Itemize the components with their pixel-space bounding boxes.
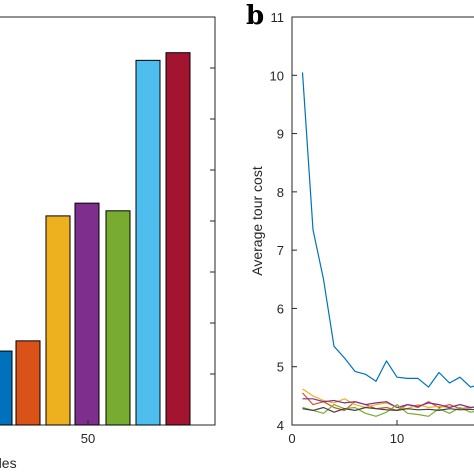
line-y-tick-label: 11 bbox=[271, 10, 285, 25]
bar bbox=[74, 202, 100, 426]
bar bbox=[135, 59, 161, 426]
bar bbox=[165, 52, 191, 426]
bar-x-axis-label: des bbox=[0, 455, 17, 471]
line-chart-panel: 4 5 6 7 8 9 10 11 0 10 Average tour cost b bbox=[246, 1, 474, 446]
line-y-tick-label: 8 bbox=[277, 185, 284, 200]
series-line bbox=[301, 72, 474, 388]
bar bbox=[105, 210, 131, 426]
line-y-tick-label: 9 bbox=[277, 127, 284, 142]
line-x-tick-label: 10 bbox=[390, 431, 404, 446]
bar bbox=[45, 215, 71, 426]
line-y-tick-label: 4 bbox=[277, 418, 284, 433]
line-x-tick-label: 0 bbox=[288, 431, 295, 446]
line-y-tick-label: 7 bbox=[277, 243, 284, 258]
bar-chart-panel: 50 des bbox=[0, 16, 216, 471]
line-axes-box bbox=[291, 16, 474, 426]
line-y-tick-label: 5 bbox=[277, 360, 284, 375]
bar bbox=[15, 340, 41, 426]
series-line bbox=[302, 388, 474, 410]
series-line bbox=[302, 398, 474, 409]
bar-x-tick-label: 50 bbox=[81, 431, 95, 446]
line-y-tick-label: 10 bbox=[270, 68, 284, 83]
panel-label-b: b bbox=[246, 1, 264, 31]
line-y-axis-label: Average tour cost bbox=[249, 166, 265, 276]
series-line bbox=[302, 406, 474, 413]
line-y-tick-label: 6 bbox=[277, 301, 284, 316]
bar bbox=[0, 350, 13, 426]
